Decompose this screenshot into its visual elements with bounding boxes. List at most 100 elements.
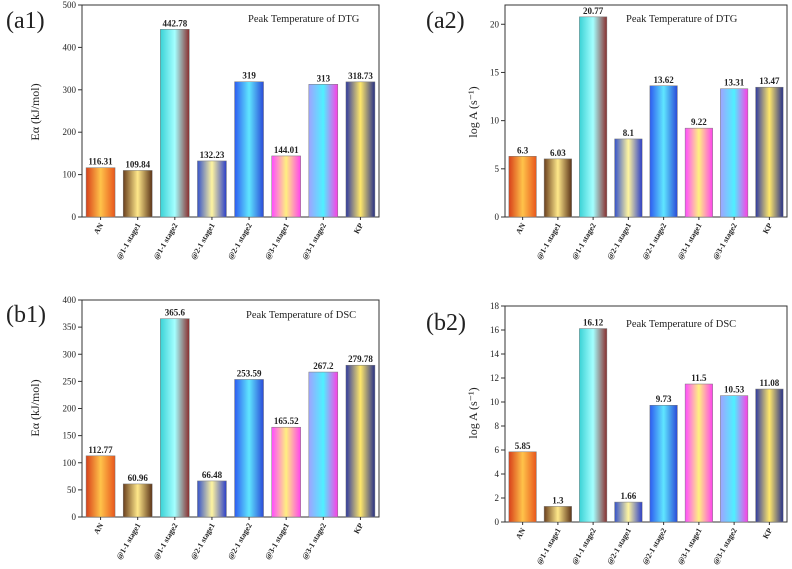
bar-value-label: 5.85 [515, 441, 531, 451]
y-tick-label: 500 [63, 0, 77, 10]
bar-a1-4 [234, 81, 264, 218]
axes-frame-b2 [504, 305, 788, 523]
x-category-label: KP [352, 221, 365, 235]
bar-a2-2 [579, 16, 608, 218]
bar-b1-3 [197, 480, 227, 518]
bar-value-label: 9.22 [691, 117, 707, 127]
plot-area-b2: 0 2 4 6 8 10 12 14 16 18 5.85 AN 1.3 @1-1 stage1 16.12… [490, 301, 788, 566]
y-tick-label: 14 [490, 349, 500, 359]
bar-b1-0 [85, 455, 116, 518]
x-category-label: @1-1 stage1 [114, 521, 142, 561]
bar-b2-5 [684, 383, 713, 523]
bar-value-label: 442.78 [162, 18, 187, 28]
x-category-label: KP [352, 521, 365, 535]
bar-a2-6 [720, 88, 749, 218]
y-tick-label: 2 [495, 493, 500, 503]
bar-value-label: 11.5 [691, 373, 707, 383]
bar-value-label: 9.73 [656, 394, 672, 404]
bar-b1-7 [345, 364, 376, 518]
bar-value-label: 318.73 [348, 71, 373, 81]
y-axis-label-a2: log A (s⁻¹) [466, 86, 480, 137]
bar-value-label: 11.08 [759, 378, 779, 388]
x-category-label: @3-1 stage1 [263, 521, 291, 561]
axes-frame-a1 [81, 4, 380, 218]
bar-b2-0 [508, 451, 537, 523]
bar-b2-6 [720, 395, 749, 523]
bar-value-label: 60.96 [128, 473, 149, 483]
y-tick-label: 0 [495, 212, 500, 222]
panel-b2: (b2) log A (s⁻¹) Peak Temperature of DSC… [426, 301, 788, 566]
bar-a2-1 [543, 158, 572, 218]
bar-b1-4 [234, 379, 264, 518]
bar-value-label: 313 [317, 73, 331, 83]
bar-b2-4 [649, 404, 678, 523]
x-category-label: @2-1 stage2 [226, 221, 254, 261]
bar-value-label: 267.2 [313, 361, 334, 371]
y-tick-label: 200 [63, 127, 77, 137]
y-tick-label: 100 [63, 458, 77, 468]
annotation-a2: Peak Temperature of DTG [626, 14, 738, 25]
bar-b2-7 [755, 388, 784, 523]
x-category-label: @2-1 stage1 [189, 221, 217, 261]
bar-b2-3 [614, 501, 643, 523]
y-tick-label: 18 [490, 301, 500, 311]
x-category-label: @1-1 stage2 [152, 221, 180, 261]
bar-value-label: 144.01 [274, 145, 299, 155]
x-category-label: @2-1 stage2 [640, 221, 668, 261]
x-category-label: @3-1 stage1 [676, 221, 704, 261]
y-tick-label: 0 [72, 212, 77, 222]
bar-a2-7 [755, 86, 784, 218]
x-category-label: @1-1 stage2 [570, 526, 598, 566]
bar-value-label: 112.77 [88, 445, 113, 455]
bar-b1-2 [160, 318, 190, 518]
bar-a1-0 [85, 167, 116, 218]
bar-a1-3 [197, 160, 227, 218]
y-tick-label: 20 [490, 19, 500, 29]
y-tick-label: 300 [63, 349, 77, 359]
bar-value-label: 10.53 [724, 385, 745, 395]
panel-label-b1: (b1) [6, 302, 46, 328]
y-axis-label-a1: Eα (kJ/mol) [28, 83, 42, 140]
y-tick-label: 5 [495, 164, 500, 174]
y-tick-label: 8 [495, 421, 500, 431]
y-tick-label: 10 [490, 116, 500, 126]
x-category-label: @2-1 stage1 [189, 521, 217, 561]
bar-a1-7 [345, 81, 376, 218]
bar-value-label: 365.6 [165, 308, 186, 318]
annotation-b1: Peak Temperature of DSC [246, 310, 356, 321]
bar-b2-1 [543, 506, 572, 523]
x-category-label: AN [514, 221, 528, 236]
bar-value-label: 1.66 [621, 491, 637, 501]
bar-value-label: 13.47 [759, 76, 780, 86]
y-tick-label: 200 [63, 404, 77, 414]
bar-a2-5 [684, 127, 713, 218]
bar-value-label: 13.62 [654, 75, 675, 85]
x-category-label: KP [761, 221, 774, 235]
bar-a1-6 [308, 84, 339, 218]
y-tick-label: 100 [63, 170, 77, 180]
y-tick-label: 16 [490, 325, 500, 335]
x-category-label: @3-1 stage1 [676, 526, 704, 566]
bar-value-label: 319 [242, 71, 256, 81]
x-category-label: @1-1 stage1 [114, 221, 142, 261]
bar-value-label: 116.31 [88, 157, 113, 167]
panel-a1: (a1) Eα (kJ/mol) Peak Temperature of DTG… [6, 0, 380, 261]
plot-area-a1: 0 100 200 300 400 500 116.31 AN 109.84 @1-1 stage… [63, 0, 380, 261]
annotation-b2: Peak Temperature of DSC [626, 319, 736, 330]
bar-value-label: 132.23 [200, 150, 225, 160]
bar-value-label: 109.84 [125, 159, 150, 169]
bar-a2-4 [649, 85, 678, 218]
panel-label-b2: (b2) [426, 310, 466, 336]
x-category-label: @3-1 stage2 [711, 526, 739, 566]
bar-b1-6 [308, 371, 339, 518]
bar-a1-2 [160, 29, 190, 218]
axes-frame-a2 [504, 4, 788, 218]
y-tick-label: 350 [63, 322, 77, 332]
bar-b2-2 [579, 328, 608, 523]
bar-a2-3 [614, 138, 643, 218]
y-tick-label: 6 [495, 445, 500, 455]
x-category-label: @1-1 stage1 [535, 221, 563, 261]
bar-b1-1 [122, 483, 153, 518]
bar-value-label: 20.77 [583, 6, 604, 16]
